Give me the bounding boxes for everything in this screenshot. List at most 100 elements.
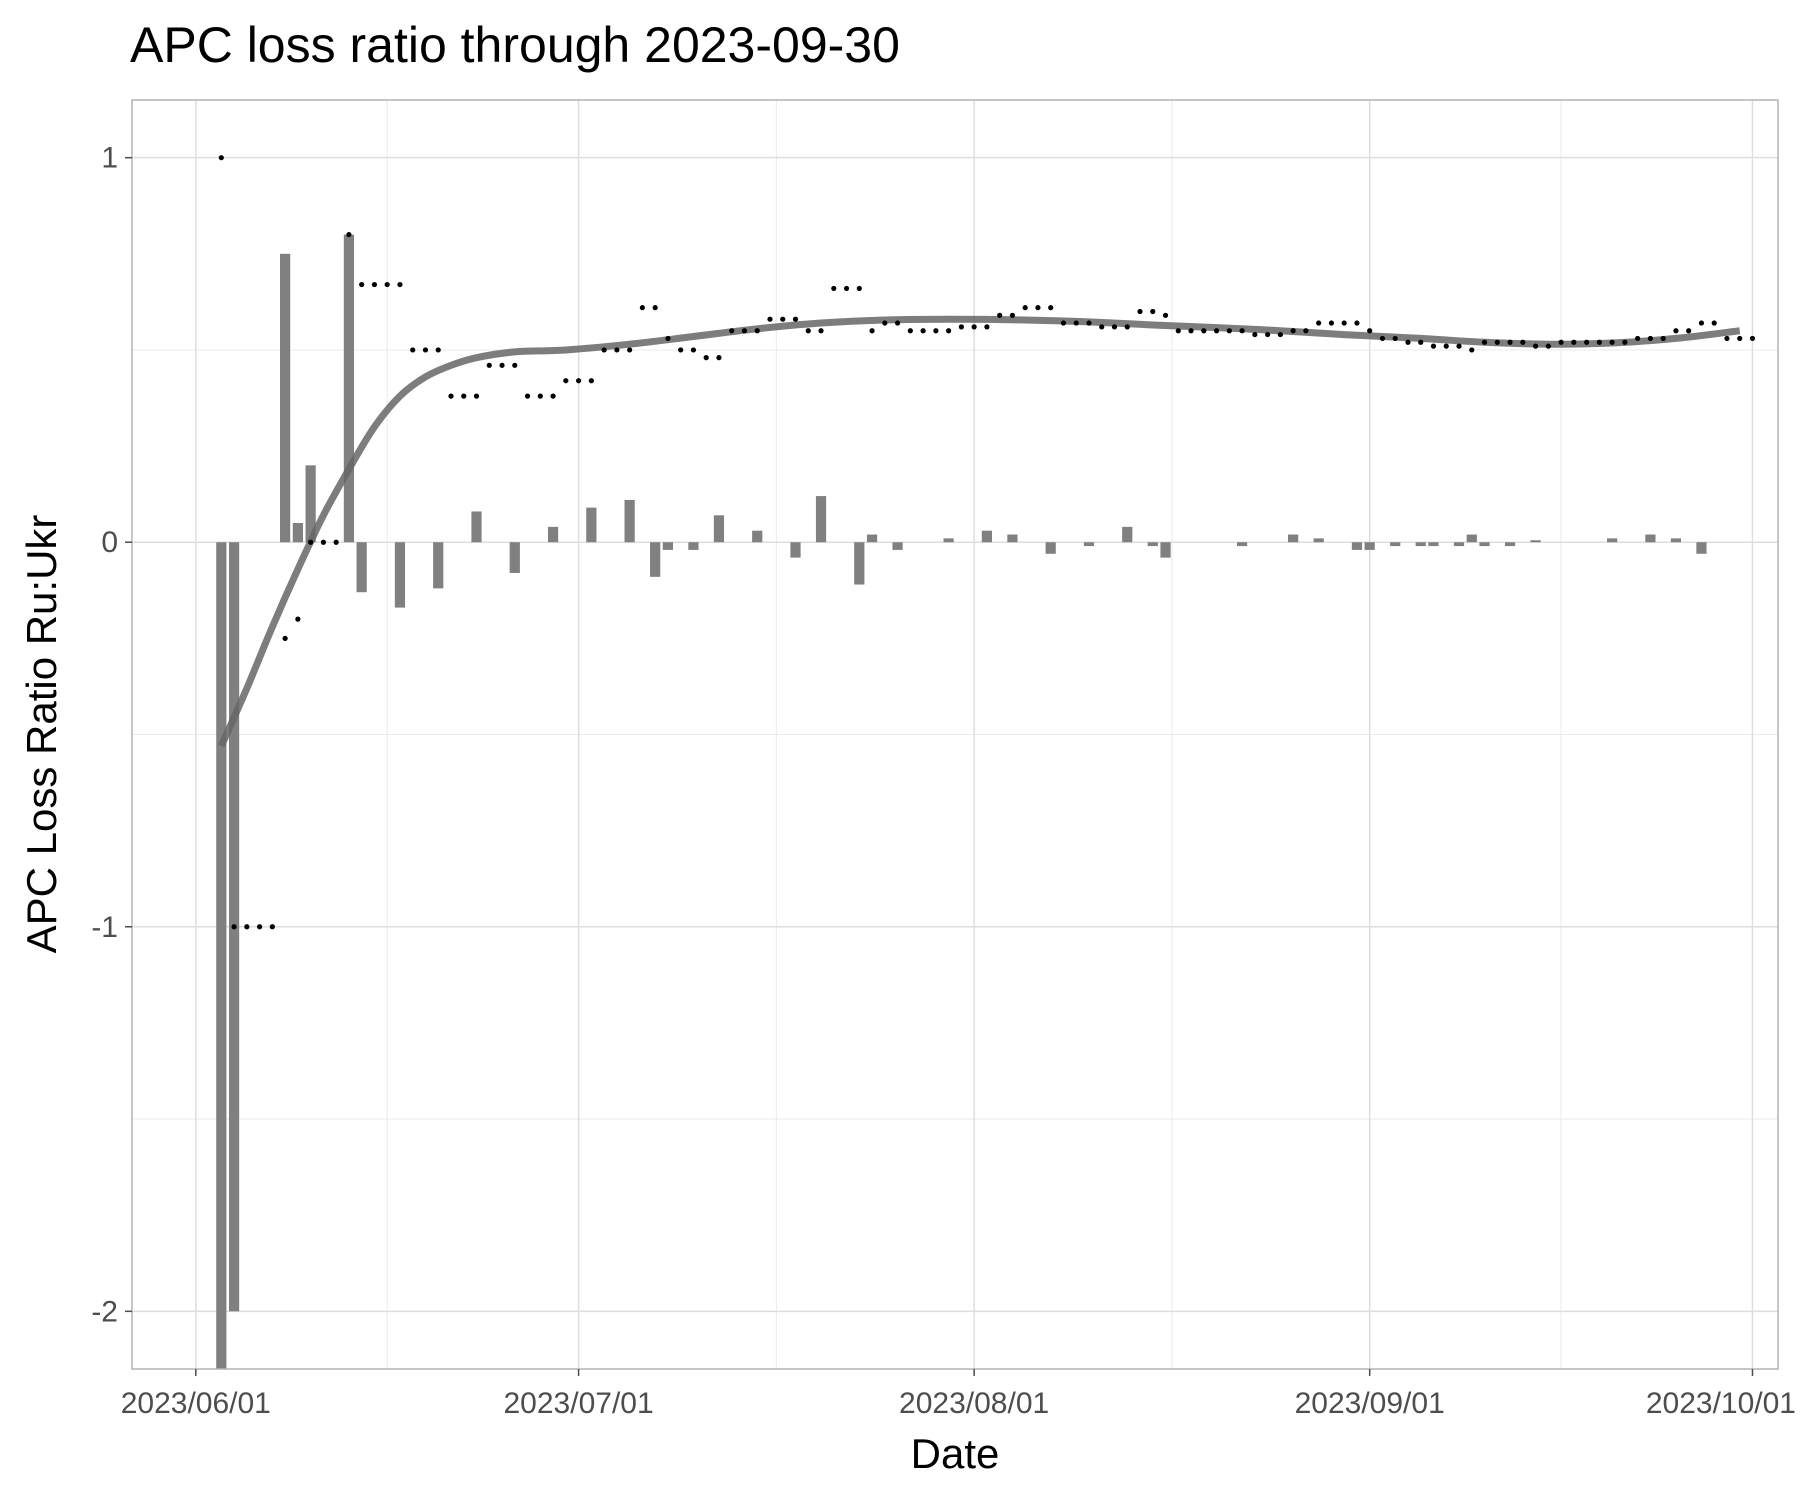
data-point: [920, 328, 926, 334]
data-point: [690, 347, 697, 353]
data-point: [1571, 339, 1577, 345]
data-point: [333, 539, 339, 545]
data-point: [741, 328, 748, 334]
data-point: [1558, 339, 1564, 345]
data-point: [933, 328, 939, 334]
bar-series: [216, 234, 1707, 1369]
data-point: [1060, 320, 1067, 326]
bar: [688, 542, 699, 550]
bar: [866, 534, 878, 543]
data-point: [665, 335, 671, 342]
data-point: [1418, 339, 1424, 345]
data-point: [1226, 328, 1232, 334]
x-tick-label: 2023/09/01: [1295, 1387, 1445, 1420]
bar: [1530, 540, 1541, 543]
data-point: [422, 347, 429, 353]
data-point: [780, 316, 786, 322]
data-point: [1596, 339, 1602, 345]
bar: [1045, 542, 1056, 554]
y-tick-label: -1: [91, 911, 118, 944]
bar: [790, 542, 801, 558]
data-point: [282, 635, 288, 641]
bar: [1288, 534, 1299, 543]
y-axis: 1 0 -1 -2: [91, 142, 132, 1328]
bar: [1428, 542, 1439, 547]
data-point: [461, 393, 467, 399]
data-point: [818, 328, 824, 334]
data-point: [831, 285, 837, 292]
data-point: [1494, 339, 1500, 345]
data-point: [244, 924, 250, 930]
data-point: [1379, 335, 1386, 342]
data-point: [1073, 320, 1079, 326]
bar: [280, 253, 291, 543]
data-point: [1737, 335, 1743, 342]
data-point: [218, 155, 224, 161]
data-point: [1430, 343, 1437, 349]
data-point: [856, 285, 862, 292]
data-point: [308, 539, 314, 545]
data-point: [1086, 320, 1092, 326]
data-point: [1009, 312, 1016, 318]
data-point: [1532, 343, 1539, 349]
data-point: [448, 393, 454, 399]
data-point: [1367, 328, 1373, 334]
bar: [586, 507, 597, 543]
data-point: [1277, 331, 1283, 338]
data-point: [435, 347, 441, 353]
data-point: [716, 355, 722, 361]
y-axis-title: APC Loss Ratio Ru:Ukr: [18, 515, 65, 954]
data-point: [754, 328, 760, 334]
data-point: [575, 378, 582, 384]
bar: [624, 499, 635, 543]
data-point: [1048, 305, 1054, 311]
data-point: [1405, 339, 1411, 345]
bar: [394, 542, 406, 608]
bar: [292, 523, 303, 543]
bar: [1696, 542, 1707, 554]
data-point: [894, 320, 901, 326]
data-point: [295, 616, 301, 622]
data-point: [1265, 331, 1271, 338]
bar: [509, 542, 520, 573]
data-point: [1175, 328, 1181, 334]
data-point: [792, 316, 799, 322]
data-point: [1252, 331, 1258, 338]
data-point: [1673, 328, 1679, 334]
data-point: [486, 362, 492, 368]
bar: [356, 542, 367, 593]
bar: [1479, 542, 1490, 547]
bar: [1390, 542, 1401, 547]
bar: [943, 538, 954, 543]
data-point: [550, 393, 556, 399]
bar: [1083, 542, 1095, 547]
x-tick-label: 2023/07/01: [504, 1387, 654, 1420]
data-point: [703, 355, 709, 361]
chart-title: APC loss ratio through 2023-09-30: [130, 17, 900, 73]
bar: [1147, 542, 1158, 547]
bar: [471, 511, 482, 543]
y-tick-label: 1: [101, 142, 118, 175]
data-point: [1124, 324, 1130, 330]
bar: [547, 526, 559, 543]
bar: [1236, 542, 1248, 547]
data-point: [1239, 328, 1245, 334]
data-point: [1724, 335, 1730, 342]
data-point: [1137, 308, 1143, 315]
data-point: [1162, 312, 1169, 318]
data-point: [1188, 328, 1194, 334]
data-point: [652, 305, 658, 311]
y-tick-label: -2: [91, 1295, 118, 1328]
grid-major: [132, 100, 1778, 1369]
data-point: [1354, 320, 1360, 326]
bar: [1122, 526, 1133, 543]
data-point: [397, 281, 403, 288]
data-point: [1686, 328, 1692, 334]
data-point: [1711, 320, 1717, 326]
x-axis-title: Date: [911, 1430, 1000, 1477]
data-point: [1635, 335, 1641, 342]
data-point: [1520, 339, 1526, 345]
bar: [981, 530, 993, 543]
data-point: [1749, 335, 1756, 342]
